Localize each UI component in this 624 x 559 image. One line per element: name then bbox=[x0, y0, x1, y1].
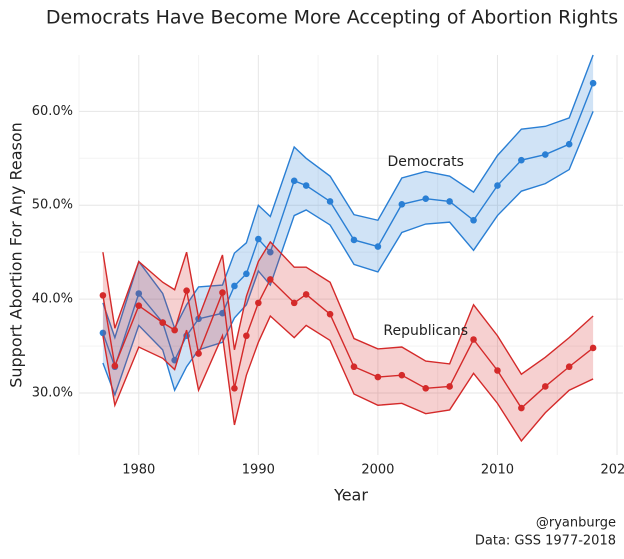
point bbox=[541, 151, 549, 158]
point bbox=[350, 363, 358, 371]
point bbox=[589, 79, 597, 87]
point bbox=[231, 385, 238, 392]
x-tick-label: 1980 bbox=[122, 463, 155, 478]
point bbox=[302, 291, 310, 298]
y-tick-label: 50.0% bbox=[32, 198, 73, 213]
point bbox=[255, 299, 262, 307]
point bbox=[398, 371, 406, 379]
point bbox=[290, 299, 298, 307]
y-tick-label: 40.0% bbox=[32, 292, 73, 307]
point bbox=[99, 292, 107, 299]
x-tick-label: 1990 bbox=[242, 463, 275, 478]
x-tick-label: 2000 bbox=[361, 463, 394, 478]
point bbox=[374, 243, 382, 250]
point bbox=[302, 182, 310, 189]
point bbox=[398, 200, 406, 208]
point bbox=[494, 367, 501, 374]
band-edge bbox=[102, 111, 594, 397]
point bbox=[541, 383, 549, 390]
point bbox=[111, 362, 119, 370]
point bbox=[159, 319, 166, 326]
point bbox=[446, 198, 453, 205]
point bbox=[422, 195, 430, 202]
point bbox=[219, 289, 226, 296]
y-tick-label: 60.0% bbox=[32, 104, 73, 119]
confidence-band bbox=[102, 55, 594, 395]
point bbox=[195, 350, 202, 357]
point bbox=[243, 332, 250, 340]
point bbox=[99, 329, 107, 337]
point bbox=[565, 363, 573, 371]
x-axis-label: Year bbox=[333, 486, 368, 505]
point bbox=[589, 344, 597, 352]
caption: Data: GSS 1977-2018 bbox=[475, 534, 616, 549]
series-label: Democrats bbox=[388, 154, 464, 170]
point bbox=[290, 177, 298, 185]
x-tick-label: 2020 bbox=[600, 463, 624, 478]
series-label: Republicans bbox=[383, 323, 468, 339]
point bbox=[326, 310, 334, 318]
point bbox=[266, 276, 274, 283]
point bbox=[183, 287, 190, 294]
point bbox=[446, 383, 453, 390]
line bbox=[102, 278, 594, 410]
point bbox=[494, 182, 501, 189]
point bbox=[470, 336, 477, 343]
line bbox=[102, 82, 594, 369]
point bbox=[219, 309, 226, 317]
point bbox=[326, 198, 334, 205]
caption: @ryanburge bbox=[536, 516, 616, 531]
confidence-band bbox=[102, 241, 594, 441]
point bbox=[135, 290, 143, 297]
x-tick-label: 2010 bbox=[481, 463, 514, 478]
y-axis-label: Support Abortion For Any Reason bbox=[7, 122, 26, 388]
chart-title: Democrats Have Become More Accepting of … bbox=[46, 7, 618, 29]
point bbox=[470, 216, 477, 224]
point bbox=[231, 282, 238, 290]
point bbox=[266, 248, 274, 256]
point bbox=[135, 302, 143, 310]
point bbox=[422, 385, 430, 392]
band-edge bbox=[102, 314, 594, 443]
point bbox=[255, 235, 262, 243]
point bbox=[243, 270, 250, 278]
point bbox=[350, 236, 358, 244]
point bbox=[374, 373, 382, 381]
band-edge bbox=[102, 240, 594, 376]
point bbox=[518, 404, 525, 412]
y-tick-label: 30.0% bbox=[32, 386, 73, 401]
point bbox=[565, 140, 573, 148]
point bbox=[518, 156, 525, 164]
point bbox=[171, 326, 178, 334]
